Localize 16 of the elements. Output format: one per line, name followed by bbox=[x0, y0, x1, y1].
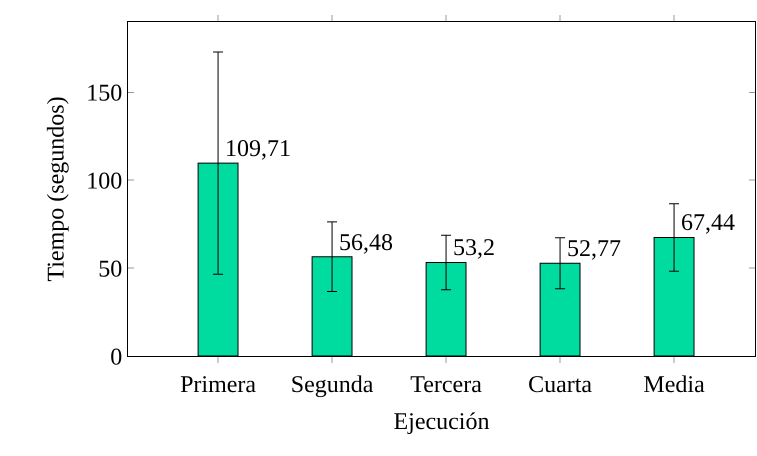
x-tick-label: Media bbox=[643, 372, 706, 398]
data-label: 53,2 bbox=[453, 235, 495, 261]
y-tick-label: 150 bbox=[86, 80, 122, 107]
x-axis-title: Ejecución bbox=[394, 409, 490, 436]
x-tick-label: Cuarta bbox=[528, 372, 592, 398]
y-tick-label: 0 bbox=[110, 344, 122, 370]
data-label: 56,48 bbox=[339, 230, 393, 256]
y-tick-label: 100 bbox=[86, 168, 122, 195]
y-axis-title: Tiempo (segundos) bbox=[43, 96, 70, 282]
data-label: 52,77 bbox=[567, 236, 621, 262]
x-tick-label: Primera bbox=[180, 372, 256, 398]
y-tick-label: 50 bbox=[98, 256, 122, 283]
x-tick-label: Segunda bbox=[290, 372, 374, 398]
data-label: 109,71 bbox=[225, 136, 291, 162]
x-tick-label: Tercera bbox=[410, 372, 482, 398]
data-label: 67,44 bbox=[681, 210, 735, 236]
